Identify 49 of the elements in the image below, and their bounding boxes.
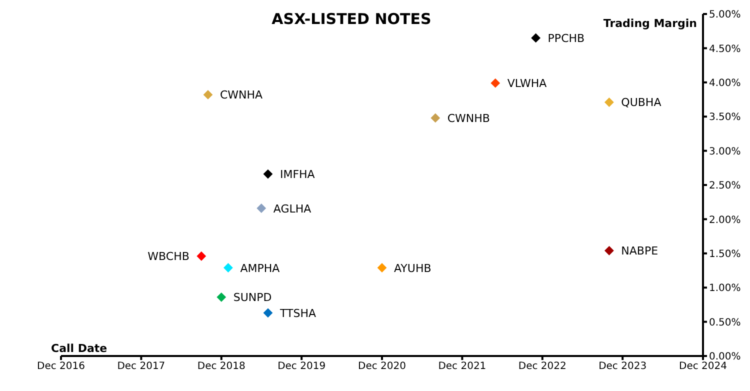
point [531,33,540,42]
chart-title: ASX-LISTED NOTES [272,10,432,28]
x-tick-label: Dec 2020 [358,361,406,372]
point [604,98,614,107]
series-label: WBCHB [148,250,190,264]
series-label: AMPHA [240,262,280,275]
point [490,78,500,88]
point [196,252,206,261]
y-tick-label: 2.00% [709,214,741,226]
series-label: VLWHA [507,77,548,90]
x-tick-label: Dec 2019 [278,361,326,372]
point [263,170,272,179]
y-tick-label: 4.50% [709,44,741,55]
point [263,308,272,318]
y-tick-label: 5.00% [709,10,741,21]
point [256,204,266,213]
x-tick-label: Dec 2021 [438,361,486,372]
series-label: IMFHA [280,168,316,182]
point [224,263,233,272]
series-label: CWNHA [220,88,264,102]
y-tick-label: 2.50% [709,180,741,192]
y-tick-label: 0.50% [709,317,741,328]
x-tick-label: Dec 2018 [197,361,246,372]
point [216,292,226,302]
x-tick-label: Dec 2022 [518,361,566,372]
x-tick-label: Dec 2024 [679,361,727,372]
x-axis-title: Call Date [51,342,108,355]
y-axis-title: Trading Margin [603,17,697,30]
y-tick-label: 3.00% [709,146,741,158]
x-tick-label: Dec 2016 [37,361,85,372]
series-label: TTSHA [278,306,316,320]
series-label: SUNPD [233,291,272,304]
point [430,113,440,122]
series-label: CWNHB [447,112,490,125]
x-tick-label: Dec 2017 [117,361,166,372]
point [203,90,212,100]
point [604,246,614,256]
y-tick-label: 3.50% [709,112,741,124]
y-tick-label: 1.50% [709,248,741,260]
y-tick-label: 0.00% [709,352,741,363]
series-label: QUBHA [621,96,662,110]
point [378,263,386,272]
y-tick-label: 1.00% [709,283,741,294]
y-tick-label: 4.00% [709,78,741,89]
series-label: PPCHB [548,32,585,45]
series-label: AYUHB [394,262,432,275]
series-label: NABPE [621,244,658,258]
x-tick-label: Dec 2023 [598,361,647,372]
series-label: AGLHA [273,202,312,216]
